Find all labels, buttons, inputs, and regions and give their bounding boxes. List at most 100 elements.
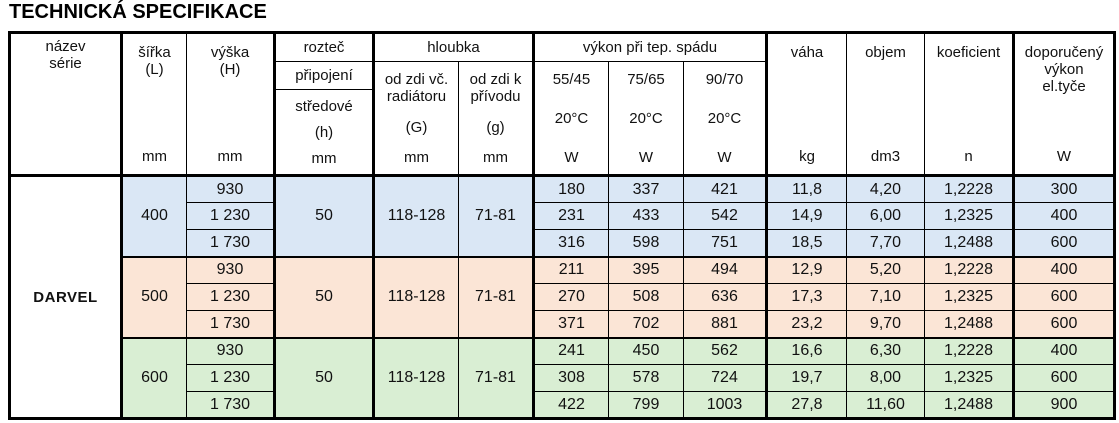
col-header-temp-9070: 90/70 20°C W: [683, 61, 768, 177]
vykon-5545-value: 316: [533, 229, 609, 258]
vykon-5545-value: 308: [533, 364, 609, 392]
vykon-9070-value: 562: [683, 337, 768, 365]
objem-unit: dm3: [870, 148, 901, 166]
col-header-vykon: výkon při tep. spádu: [533, 32, 768, 62]
col-header-koeficient: koeficient n: [924, 32, 1015, 177]
table-row: DARVEL 400 930 50 118-128 71-81 180 337 …: [9, 175, 1115, 419]
hloubka-g-label: od zdi vč. radiátoru: [384, 70, 449, 105]
col-header-hloubka: hloubka: [373, 32, 535, 62]
koeficient-value: 1,2325: [924, 364, 1015, 392]
hloubka-g2-label: od zdi k přívodu: [469, 70, 522, 105]
objem-value: 7,10: [846, 283, 925, 311]
vykon-9070-value: 421: [683, 175, 768, 203]
od-zdi-vc-value: 118-128: [373, 175, 459, 258]
col-header-roztec: rozteč: [274, 32, 375, 62]
table-row: 600 930 50 118-128 71-81 241 450 562 16,…: [10, 337, 1115, 419]
el-tyc-value: 900: [1013, 391, 1115, 419]
col-header-sirka: šířka (L) mm: [121, 32, 187, 177]
vaha-value: 17,3: [766, 283, 847, 311]
table-row: 500 930 50 118-128 71-81 211 395 494 12,…: [10, 256, 1115, 339]
table-row: 1 230 270 508 636 17,3 7,10 1,2325 600: [10, 283, 1115, 311]
spec-table: název série šířka (L) mm výška (H) mm rozt…: [8, 31, 1116, 420]
vykon-7565-value: 578: [608, 364, 684, 392]
vyska-label: výška (H): [210, 43, 250, 78]
vyska-value: 1 730: [186, 229, 276, 258]
roztec-value: 50: [274, 175, 375, 258]
roztec-value: 50: [274, 337, 375, 419]
temp2-ref: 20°C: [629, 109, 663, 127]
col-header-od-zdi-vc: od zdi vč. radiátoru (G) mm: [373, 61, 459, 177]
koeficient-value: 1,2228: [924, 256, 1015, 284]
temp1-unit: W: [564, 149, 579, 167]
objem-value: 5,20: [846, 256, 925, 284]
vykon-7565-value: 337: [608, 175, 684, 203]
temp3-unit: W: [717, 149, 732, 167]
vykon-5545-value: 180: [533, 175, 609, 203]
temp3-label: 90/70: [705, 70, 744, 88]
vykon-9070-value: 494: [683, 256, 768, 284]
vykon-7565-value: 598: [608, 229, 684, 258]
vykon-9070-value: 542: [683, 202, 768, 230]
table-row: 1 730 316 598 751 18,5 7,70 1,2488 600: [10, 229, 1115, 258]
el-tyc-value: 400: [1013, 202, 1115, 230]
vykon-9070-value: 724: [683, 364, 768, 392]
vaha-value: 11,8: [766, 175, 847, 203]
temp2-unit: W: [638, 149, 654, 167]
koeficient-unit: n: [964, 148, 973, 166]
vaha-value: 14,9: [766, 202, 847, 230]
vyska-value: 930: [186, 175, 276, 203]
hloubka-g-unit: mm: [404, 149, 429, 167]
vaha-value: 16,6: [766, 337, 847, 365]
vykon-7565-value: 508: [608, 283, 684, 311]
col-header-od-zdi-k: od zdi k přívodu (g) mm: [458, 61, 535, 177]
temp3-ref: 20°C: [707, 109, 742, 127]
objem-value: 6,00: [846, 202, 925, 230]
table-row: 1 230 231 433 542 14,9 6,00 1,2325 400: [10, 202, 1115, 230]
vyska-value: 1 230: [186, 283, 276, 311]
sirka-unit: mm: [142, 148, 167, 166]
el-tyc-value: 600: [1013, 364, 1115, 392]
koeficient-label: koeficient: [936, 43, 1001, 61]
col-header-pripojeni: připojení: [274, 61, 375, 90]
col-header-vyska: výška (H) mm: [186, 32, 276, 177]
objem-value: 4,20: [846, 175, 925, 203]
objem-value: 8,00: [846, 364, 925, 392]
col-header-temp-5545: 55/45 20°C W: [533, 61, 609, 177]
koeficient-value: 1,2488: [924, 310, 1015, 339]
vykon-9070-value: 751: [683, 229, 768, 258]
hloubka-g-symbol: (G): [405, 118, 428, 136]
vyska-value: 1 730: [186, 310, 276, 339]
el-tyc-value: 600: [1013, 310, 1115, 339]
objem-label: objem: [865, 43, 906, 61]
page-title: TECHNICKÁ SPECIFIKACE: [9, 1, 267, 23]
series-name-cell: DARVEL: [9, 175, 123, 419]
sirka-value: 500: [121, 256, 187, 339]
el-tyc-value: 600: [1013, 229, 1115, 258]
vykon-9070-value: 1003: [683, 391, 768, 419]
col-header-objem: objem dm3: [846, 32, 925, 177]
objem-value: 9,70: [846, 310, 925, 339]
vykon-7565-value: 702: [608, 310, 684, 339]
temp2-label: 75/65: [627, 70, 665, 88]
vykon-5545-value: 241: [533, 337, 609, 365]
sirka-label: šířka (L): [138, 43, 171, 78]
vykon-5545-value: 422: [533, 391, 609, 419]
vaha-value: 19,7: [766, 364, 847, 392]
table-row: 1 730 371 702 881 23,2 9,70 1,2488 600: [10, 310, 1115, 339]
hloubka-g2-symbol: (g): [486, 118, 505, 136]
vykon-5545-value: 371: [533, 310, 609, 339]
hloubka-g2-unit: mm: [483, 149, 508, 167]
od-zdi-k-value: 71-81: [458, 175, 535, 258]
el-tyc-value: 400: [1013, 256, 1115, 284]
sirka-value: 600: [121, 337, 187, 419]
koeficient-value: 1,2228: [924, 175, 1015, 203]
el-tyc-value: 400: [1013, 337, 1115, 365]
koeficient-value: 1,2488: [924, 391, 1015, 419]
vyska-value: 930: [186, 337, 276, 365]
vaha-value: 23,2: [766, 310, 847, 339]
col-header-stredove: středové (h) mm: [274, 89, 375, 177]
stredove-symbol: (h): [314, 123, 334, 141]
col-header-temp-7565: 75/65 20°C W: [608, 61, 684, 177]
vykon-5545-value: 211: [533, 256, 609, 284]
vyska-unit: mm: [217, 148, 243, 166]
